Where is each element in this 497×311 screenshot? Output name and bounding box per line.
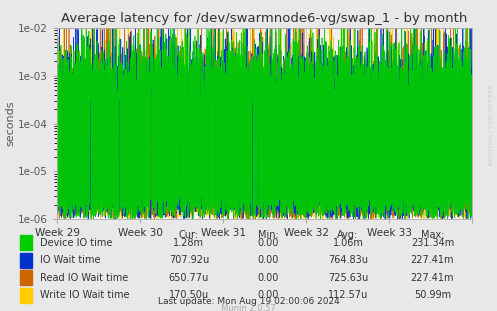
- Text: 1.06m: 1.06m: [332, 238, 363, 248]
- Text: 0.00: 0.00: [257, 238, 279, 248]
- Text: 0.00: 0.00: [257, 290, 279, 300]
- Text: 707.92u: 707.92u: [169, 256, 209, 266]
- Text: 1.28m: 1.28m: [173, 238, 204, 248]
- Text: RRDTOOL / TOBI OETIKER: RRDTOOL / TOBI OETIKER: [489, 84, 494, 165]
- Text: Read IO Wait time: Read IO Wait time: [40, 273, 128, 283]
- Bar: [20, 235, 32, 250]
- Y-axis label: seconds: seconds: [5, 101, 15, 146]
- Text: 0.00: 0.00: [257, 273, 279, 283]
- Text: 227.41m: 227.41m: [411, 256, 454, 266]
- Text: IO Wait time: IO Wait time: [40, 256, 100, 266]
- Bar: [20, 288, 32, 303]
- Text: 764.83u: 764.83u: [328, 256, 368, 266]
- Text: 170.50u: 170.50u: [169, 290, 209, 300]
- Title: Average latency for /dev/swarmnode6-vg/swap_1 - by month: Average latency for /dev/swarmnode6-vg/s…: [62, 12, 468, 26]
- Text: Last update: Mon Aug 19 02:00:06 2024: Last update: Mon Aug 19 02:00:06 2024: [158, 297, 339, 306]
- Text: 650.77u: 650.77u: [169, 273, 209, 283]
- Bar: [20, 270, 32, 285]
- Text: 231.34m: 231.34m: [411, 238, 454, 248]
- Bar: [20, 253, 32, 268]
- Text: Min:: Min:: [258, 230, 279, 240]
- Text: 725.63u: 725.63u: [328, 273, 368, 283]
- Text: Device IO time: Device IO time: [40, 238, 112, 248]
- Text: Max:: Max:: [420, 230, 444, 240]
- Text: 112.57u: 112.57u: [328, 290, 368, 300]
- Text: Munin 2.0.57: Munin 2.0.57: [221, 304, 276, 311]
- Text: Write IO Wait time: Write IO Wait time: [40, 290, 129, 300]
- Text: 227.41m: 227.41m: [411, 273, 454, 283]
- Text: Cur:: Cur:: [179, 230, 199, 240]
- Text: 0.00: 0.00: [257, 256, 279, 266]
- Text: 50.99m: 50.99m: [414, 290, 451, 300]
- Text: Avg:: Avg:: [337, 230, 358, 240]
